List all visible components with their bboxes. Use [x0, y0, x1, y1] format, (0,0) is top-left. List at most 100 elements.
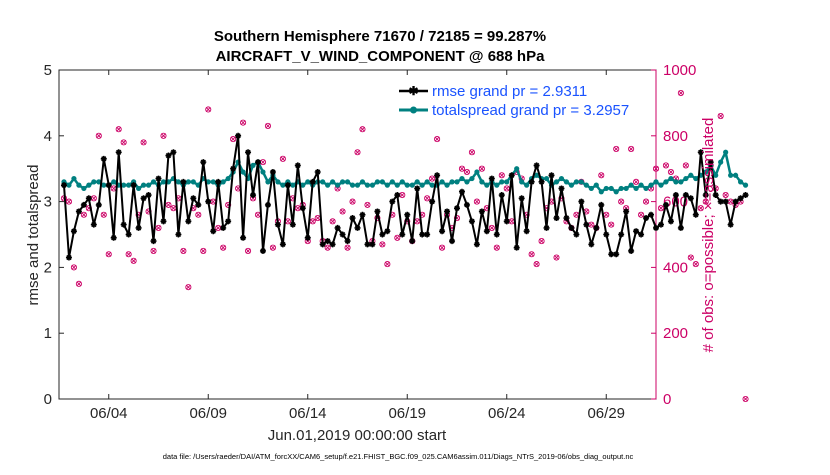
- rmse-point: [309, 178, 316, 185]
- obs-assimilated-point: [633, 179, 639, 185]
- obs-possible-point: [608, 221, 615, 228]
- rmse-point: [404, 211, 411, 218]
- spread-point: [76, 182, 82, 188]
- x-tick-label: 06/09: [189, 405, 227, 422]
- obs-assimilated-point: [703, 199, 709, 205]
- spread-point: [558, 175, 565, 182]
- obs-possible-point: [628, 145, 635, 153]
- rmse-point: [339, 231, 346, 238]
- rmse-point: [369, 241, 376, 248]
- x-tick-label: 06/24: [488, 405, 526, 422]
- obs-possible-point: [687, 254, 694, 261]
- rmse-point: [80, 201, 87, 208]
- obs-possible-point: [120, 139, 127, 146]
- rmse-point: [707, 159, 714, 166]
- spread-point: [449, 179, 455, 185]
- obs-assimilated-point: [220, 245, 226, 251]
- y-axis-left-label: rmse and totalspread: [25, 165, 42, 306]
- rmse-point: [623, 208, 630, 215]
- obs-assimilated-point: [200, 248, 206, 254]
- rmse-point: [389, 198, 396, 205]
- rmse-point: [633, 228, 640, 235]
- spread-point: [643, 185, 649, 192]
- spread-point: [742, 182, 749, 188]
- rmse-point: [558, 185, 565, 192]
- obs-assimilated-point: [439, 245, 445, 251]
- obs-assimilated-point: [603, 212, 609, 218]
- rmse-point: [503, 218, 510, 225]
- obs-assimilated-point: [185, 284, 191, 290]
- obs-possible-point: [652, 165, 660, 172]
- rmse-point: [399, 231, 406, 238]
- obs-possible-point: [225, 201, 232, 208]
- obs-assimilated-point: [151, 248, 157, 254]
- rmse-point: [672, 192, 679, 199]
- rmse-point: [284, 182, 291, 189]
- spread-point: [419, 182, 425, 188]
- obs-possible-point: [662, 162, 670, 169]
- spread-point: [683, 175, 689, 182]
- obs-assimilated-point: [245, 248, 251, 254]
- spread-point: [439, 179, 445, 185]
- chart-title-line2: AIRCRAFT_V_WIND_COMPONENT @ 688 hPa: [216, 48, 546, 65]
- obs-possible-point: [244, 247, 252, 254]
- obs-assimilated-point: [723, 192, 729, 198]
- obs-possible-point: [538, 238, 545, 245]
- obs-possible-point: [269, 244, 276, 251]
- obs-possible-point: [528, 251, 535, 258]
- obs-assimilated-point: [479, 166, 485, 172]
- obs-possible-point: [75, 280, 82, 287]
- obs-possible-point: [155, 224, 162, 231]
- obs-assimilated-point: [295, 205, 301, 211]
- rmse-point: [379, 231, 386, 238]
- obs-possible-point: [324, 244, 331, 251]
- obs-assimilated-point: [270, 245, 276, 251]
- obs-assimilated-point: [330, 218, 336, 224]
- obs-assimilated-point: [553, 255, 560, 261]
- obs-assimilated-point: [350, 199, 356, 205]
- rmse-point: [488, 175, 495, 182]
- rmse-point: [274, 221, 281, 228]
- rmse-point: [75, 208, 82, 215]
- rmse-point: [424, 231, 431, 238]
- legend-spread-label: totalspread grand pr = 3.2957: [432, 102, 629, 119]
- spread-point: [96, 179, 102, 185]
- spread-point: [673, 179, 679, 185]
- rmse-point: [508, 172, 515, 179]
- rmse-point: [125, 231, 132, 238]
- rmse-point: [165, 152, 172, 159]
- obs-assimilated-point: [693, 261, 699, 267]
- obs-possible-point: [638, 211, 645, 218]
- series-layer: [60, 132, 749, 261]
- spread-point: [384, 182, 390, 188]
- rmse-point: [598, 201, 605, 208]
- obs-assimilated-point: [598, 172, 604, 178]
- spread-point: [563, 179, 570, 185]
- obs-assimilated-point: [434, 136, 440, 142]
- spread-point: [71, 175, 77, 182]
- rmse-point: [279, 241, 286, 248]
- rmse-point: [439, 228, 446, 235]
- obs-layer: [60, 89, 749, 403]
- rmse-point: [493, 231, 500, 238]
- chart-title-line1: Southern Hemisphere 71670 / 72185 = 99.2…: [214, 28, 546, 45]
- rmse-point: [70, 228, 77, 235]
- obs-assimilated-point: [160, 133, 166, 139]
- rmse-point: [648, 211, 655, 218]
- rmse-point: [638, 231, 645, 238]
- rmse-point: [195, 201, 202, 208]
- rmse-point: [677, 224, 684, 231]
- rmse-point: [463, 201, 470, 208]
- spread-point: [713, 172, 719, 178]
- spread-point: [185, 179, 191, 185]
- rmse-point: [583, 221, 590, 228]
- obs-assimilated-point: [379, 241, 385, 247]
- spread-point: [275, 179, 281, 185]
- rmse-point: [543, 224, 550, 231]
- obs-assimilated-point: [165, 202, 171, 208]
- spread-point: [136, 185, 142, 192]
- spread-point: [300, 182, 306, 188]
- spread-point: [335, 182, 341, 188]
- obs-assimilated-point: [106, 251, 112, 257]
- obs-assimilated-point: [643, 199, 649, 205]
